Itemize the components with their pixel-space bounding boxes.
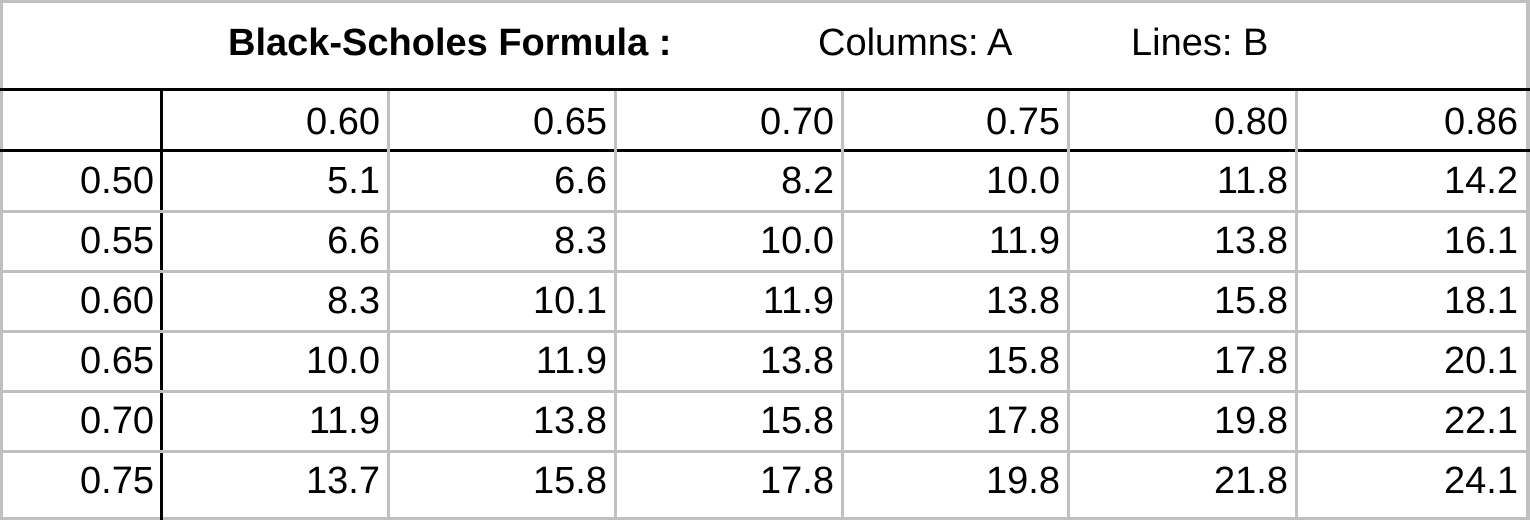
table-cell: 15.8 — [533, 460, 607, 502]
table-cell: 19.8 — [1214, 400, 1288, 442]
table-title-row: Black-Scholes Formula : Columns: A Lines… — [0, 0, 1530, 90]
table-cell: 13.8 — [533, 400, 607, 442]
table-cell: 10.0 — [306, 340, 380, 382]
table-cell: 8.2 — [781, 160, 834, 202]
column-divider — [1067, 91, 1070, 517]
column-header: 0.60 — [306, 101, 380, 143]
column-header: 0.80 — [1214, 101, 1288, 143]
table-cell: 20.1 — [1444, 340, 1518, 382]
table-cell: 18.1 — [1444, 280, 1518, 322]
column-header: 0.86 — [1444, 101, 1518, 143]
table-cell: 13.7 — [306, 460, 380, 502]
row-header: 0.55 — [80, 220, 154, 262]
row-divider — [0, 270, 1530, 273]
table-cell: 8.3 — [327, 280, 380, 322]
column-divider — [614, 91, 617, 517]
table-cell: 8.3 — [554, 220, 607, 262]
column-divider — [841, 91, 844, 517]
row-label-divider — [160, 90, 163, 520]
table-cell: 11.9 — [988, 220, 1060, 262]
table-cell: 11.9 — [308, 400, 380, 442]
table-cell: 10.0 — [760, 220, 834, 262]
column-header: 0.65 — [533, 101, 607, 143]
table-cell: 6.6 — [327, 220, 380, 262]
table-cell: 14.2 — [1444, 160, 1518, 202]
row-header: 0.75 — [80, 460, 154, 502]
row-header: 0.50 — [80, 160, 154, 202]
table-cell: 15.8 — [1214, 280, 1288, 322]
outer-border — [0, 0, 3, 520]
outer-border — [0, 0, 1530, 3]
column-divider — [387, 91, 390, 517]
column-header: 0.75 — [986, 101, 1060, 143]
table-cell: 11.8 — [1216, 160, 1288, 202]
rows-label: Lines: B — [1131, 22, 1269, 64]
table-cell: 17.8 — [1214, 340, 1288, 382]
table-cell: 24.1 — [1444, 460, 1518, 502]
row-header: 0.70 — [80, 400, 154, 442]
table-cell: 15.8 — [760, 400, 834, 442]
table-cell: 19.8 — [986, 460, 1060, 502]
row-header: 0.65 — [80, 340, 154, 382]
table-cell: 13.8 — [986, 280, 1060, 322]
table-cell: 17.8 — [760, 460, 834, 502]
column-divider — [1295, 91, 1298, 517]
row-divider — [0, 210, 1530, 213]
table-cell: 17.8 — [986, 400, 1060, 442]
table-cell: 13.8 — [1214, 220, 1288, 262]
column-header: 0.70 — [760, 101, 834, 143]
table-cell: 15.8 — [986, 340, 1060, 382]
table-cell: 22.1 — [1444, 400, 1518, 442]
table-cell: 16.1 — [1444, 220, 1518, 262]
table-cell: 13.8 — [760, 340, 834, 382]
table-title: Black-Scholes Formula : — [228, 22, 672, 64]
table-cell: 5.1 — [327, 160, 380, 202]
row-header: 0.60 — [80, 280, 154, 322]
header-rule — [0, 88, 1530, 91]
outer-border — [1526, 0, 1530, 520]
row-divider — [0, 390, 1530, 393]
outer-border — [0, 517, 1530, 520]
row-divider — [0, 330, 1530, 333]
table-cell: 11.9 — [762, 280, 834, 322]
row-divider — [0, 450, 1530, 453]
columns-label: Columns: A — [818, 22, 1013, 64]
table-cell: 10.1 — [533, 280, 607, 322]
table-cell: 6.6 — [554, 160, 607, 202]
table-cell: 10.0 — [986, 160, 1060, 202]
header-rule — [0, 149, 1530, 152]
table-cell: 11.9 — [535, 340, 607, 382]
table-cell: 21.8 — [1214, 460, 1288, 502]
